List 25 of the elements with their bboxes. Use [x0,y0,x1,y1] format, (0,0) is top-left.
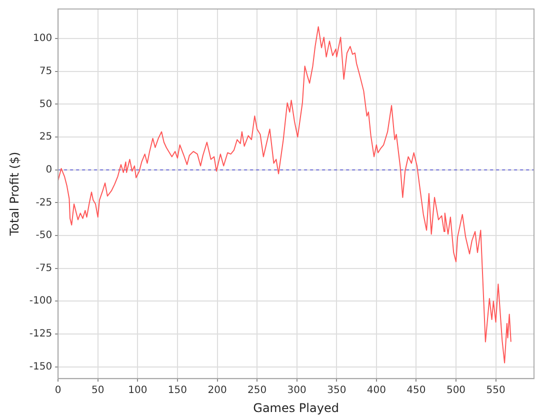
x-tick-label: 450 [406,385,426,396]
x-tick-label: 550 [486,385,506,396]
y-tick-label: -50 [36,230,52,242]
x-tick-label: 100 [128,385,148,396]
y-tick-label: -25 [36,197,52,208]
y-tick-label: 100 [33,33,52,44]
y-tick-label: -75 [36,262,52,274]
y-axis-title: Total Profit ($) [7,152,22,237]
x-tick-label: 350 [327,385,346,396]
x-tick-label: 150 [168,385,188,396]
y-tick-label: 25 [39,132,52,143]
x-tick-label: 200 [208,385,227,396]
x-tick-label: 50 [92,385,104,396]
y-tick-label: -125 [29,328,52,340]
y-tick-label: 50 [39,98,52,110]
x-axis-title: Games Played [253,400,339,415]
y-tick-label: 0 [46,164,52,176]
x-tick-label: 0 [54,385,62,396]
y-tick-label: 75 [39,66,52,77]
x-tick-label: 400 [366,385,386,396]
y-tick-label: -100 [29,296,52,307]
x-tick-label: 500 [446,385,466,396]
x-tick-label: 250 [248,385,267,396]
x-tick-label: 300 [287,385,306,396]
y-tick-label: -150 [29,361,52,372]
